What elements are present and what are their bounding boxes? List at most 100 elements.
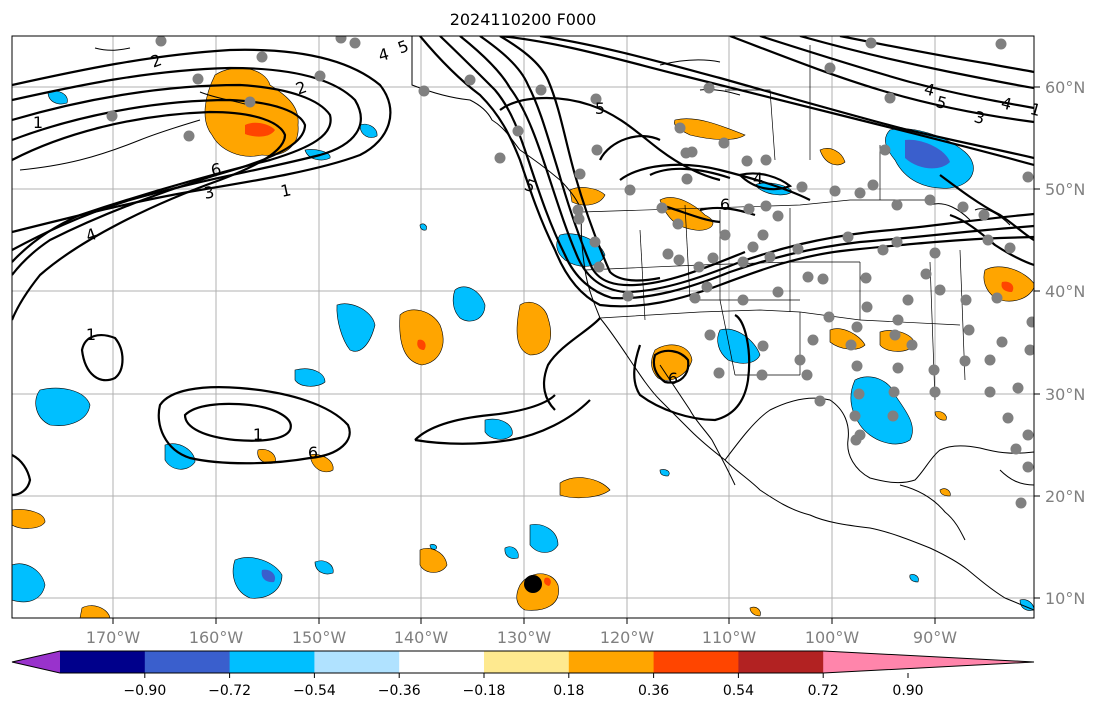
station-dot: [681, 173, 693, 185]
station-dot: [704, 329, 716, 341]
station-dot: [984, 354, 996, 366]
station-dot: [689, 292, 701, 304]
station-dot: [794, 354, 806, 366]
lat-label: 50°N: [1045, 180, 1085, 199]
station-dot: [802, 271, 814, 283]
station-dot: [512, 125, 524, 137]
station-dot: [573, 213, 585, 225]
station-dot: [853, 388, 865, 400]
lon-label: 100°W: [805, 628, 860, 647]
lat-label: 60°N: [1045, 78, 1085, 97]
contour-label: 6: [308, 443, 318, 462]
contour-label: 1: [253, 425, 263, 444]
colorbar-segment: [229, 651, 315, 673]
station-dot: [589, 236, 601, 248]
latitude-axis: 60°N 50°N 40°N 30°N 20°N 10°N: [1034, 78, 1085, 608]
colorbar-outline: [11, 650, 1035, 674]
station-dot: [929, 386, 941, 398]
contour-label: 6: [209, 159, 222, 179]
station-dot: [718, 137, 730, 149]
station-dot: [891, 199, 903, 211]
contour-label: 4: [753, 169, 763, 188]
station-dot: [902, 294, 914, 306]
station-dot: [929, 247, 941, 259]
colorbar-extend-low: [12, 651, 60, 673]
colorbar-segment: [144, 651, 231, 673]
station-dot: [183, 130, 195, 142]
station-dot: [622, 290, 634, 302]
contour-label: 4: [376, 44, 391, 65]
station-dot: [335, 36, 347, 44]
colorbar-tick-label: 0.54: [723, 683, 754, 699]
station-dot: [192, 73, 204, 85]
station-dot: [418, 85, 430, 97]
lat-label: 20°N: [1045, 487, 1085, 506]
contour-label: 5: [934, 92, 949, 113]
station-dot: [673, 254, 685, 266]
station-dot: [106, 110, 118, 122]
station-dot: [792, 243, 804, 255]
station-dot: [892, 314, 904, 326]
station-dot: [593, 261, 605, 273]
station-dot: [842, 231, 854, 243]
contour-label: 5: [595, 99, 605, 118]
station-dot: [155, 36, 167, 47]
station-dot: [860, 272, 872, 284]
station-dot: [959, 355, 971, 367]
colorbar-segment: [484, 651, 570, 673]
station-dot: [1012, 382, 1024, 394]
colorbar-segment: [738, 651, 824, 673]
station-dot: [996, 336, 1008, 348]
station-dot: [995, 38, 1007, 50]
colorbar-segment: [314, 651, 400, 673]
station-dot: [574, 168, 586, 180]
coastlines: [19, 36, 1034, 611]
station-dot: [757, 229, 769, 241]
map-frame: [11, 35, 1035, 619]
contour-label: 3: [972, 107, 987, 128]
station-dot: [656, 202, 668, 214]
station-dot: [879, 144, 891, 156]
colorbar-segment: [60, 651, 146, 673]
positive-anomaly-shading: [12, 67, 1034, 618]
colorbar-tick-label: 0.90: [892, 683, 923, 699]
colorbar-segment: [399, 651, 485, 673]
station-dot: [851, 321, 863, 333]
station-dot: [764, 251, 776, 263]
station-dot: [884, 92, 896, 104]
station-dot: [854, 187, 866, 199]
station-dot: [760, 200, 772, 212]
station-dot: [1004, 242, 1016, 254]
lat-label: 10°N: [1045, 589, 1085, 608]
lon-label: 140°W: [394, 628, 449, 647]
colorbar-tick-label: −0.18: [463, 683, 506, 699]
station-dot: [849, 410, 861, 422]
colorbar-tick-label: 0.36: [638, 683, 669, 699]
station-dot: [719, 229, 731, 241]
station-dot: [693, 261, 705, 273]
station-dot: [978, 209, 990, 221]
station-dot: [991, 292, 1003, 304]
station-dot: [984, 386, 996, 398]
station-dot: [877, 244, 889, 256]
station-dot: [572, 204, 584, 216]
station-dot: [1010, 443, 1022, 455]
contour-label: 6: [668, 369, 678, 388]
map-title: 2024110200 F000: [449, 10, 597, 29]
station-dot: [703, 82, 715, 94]
negative-anomaly-shading: [12, 90, 1034, 611]
station-dot: [906, 339, 918, 351]
station-dot: [982, 234, 994, 246]
lon-label: 130°W: [497, 628, 552, 647]
station-dot: [591, 144, 603, 156]
contour-label: 1: [1028, 99, 1043, 120]
longitude-axis: 170°W 160°W 150°W 140°W 130°W 120°W 110°W 100°W…: [86, 618, 957, 647]
station-dot: [756, 369, 768, 381]
station-dot: [1002, 412, 1014, 424]
station-dot: [713, 367, 725, 379]
station-dot: [256, 51, 268, 63]
station-dot: [807, 334, 819, 346]
contour-label: 1: [33, 113, 43, 132]
